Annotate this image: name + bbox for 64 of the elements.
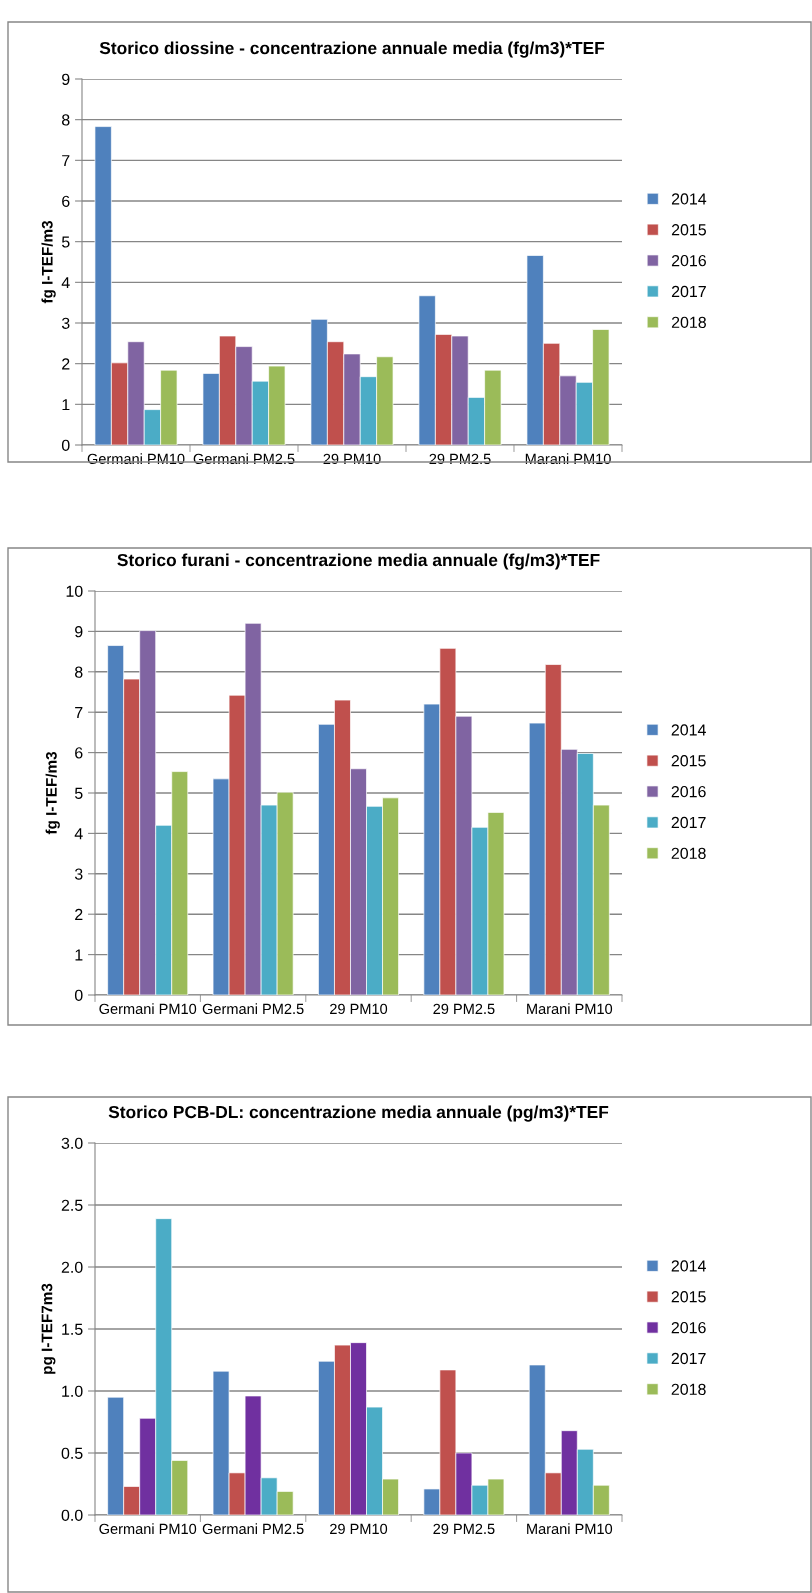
legend-label: 2017: [671, 1352, 706, 1365]
y-tick-label: 0: [61, 439, 70, 451]
x-tick-label: Marani PM10: [527, 1003, 613, 1015]
y-tick-label: 5: [61, 236, 70, 248]
legend-label: 2018: [671, 1383, 706, 1396]
y-tick-label: 9: [62, 73, 70, 85]
y-axis-title: pg I-TEF7m3: [41, 1283, 56, 1374]
y-tick-label: 1: [75, 949, 83, 961]
x-tick-label: Marani PM10: [527, 1523, 613, 1535]
legend-label: 2014: [671, 193, 707, 205]
x-tick-label: 29 PM2.5: [433, 1523, 495, 1535]
x-tick-label: Germani PM10: [87, 453, 185, 465]
legend-label: 2017: [671, 285, 706, 298]
x-tick-label: 29 PM10: [323, 453, 381, 465]
legend-label: 2016: [671, 1321, 706, 1334]
legend-label: 2016: [671, 785, 706, 798]
y-tick-label: 1.5: [62, 1323, 83, 1335]
y-tick-label: 6: [75, 747, 83, 759]
legend-label: 2018: [671, 316, 706, 329]
y-tick-label: 4: [74, 828, 83, 840]
y-tick-label: 1.0: [62, 1385, 83, 1397]
legend-label: 2018: [671, 847, 706, 860]
y-tick-label: 4: [61, 277, 70, 289]
y-tick-label: 0: [74, 989, 83, 1001]
x-tick-label: Germani PM10: [99, 1523, 197, 1535]
y-tick-label: 8: [62, 114, 70, 126]
y-tick-label: 3: [74, 868, 83, 880]
legend-label: 2015: [671, 1291, 706, 1303]
y-axis-title: fg I-TEF/m3: [41, 220, 56, 304]
y-tick-label: 7: [62, 155, 70, 167]
legend-label: 2014: [671, 724, 706, 736]
x-tick-label: Germani PM2.5: [202, 1003, 304, 1015]
y-tick-label: 2.5: [61, 1199, 83, 1211]
y-tick-label: 5: [74, 787, 83, 799]
legend-label: 2017: [671, 816, 706, 829]
x-tick-label: Germani PM2.5: [202, 1523, 304, 1535]
legend-label: 2016: [671, 254, 706, 267]
y-tick-label: 3.0: [61, 1137, 83, 1149]
y-tick-label: 9: [75, 626, 83, 638]
y-tick-label: 10: [66, 585, 83, 597]
y-tick-label: 7: [75, 707, 83, 718]
y-tick-label: 2.0: [61, 1261, 83, 1273]
x-tick-label: 29 PM2.5: [429, 453, 491, 465]
x-tick-label: 29 PM10: [330, 1523, 388, 1535]
y-tick-label: 0.5: [61, 1447, 83, 1459]
y-tick-label: 2: [75, 908, 83, 920]
chart-title: Storico furani - concentrazione media annuale (fg/m3)*TEF: [117, 553, 600, 570]
y-tick-label: 3: [61, 317, 70, 329]
chart-title: Storico diossine - concentrazione annuale media (fg/m3)*TEF: [99, 41, 605, 58]
y-axis-title: fg I-TEF/m3: [45, 751, 60, 835]
x-tick-label: 29 PM2.5: [433, 1003, 495, 1015]
legend-label: 2015: [671, 224, 706, 236]
y-tick-label: 1: [62, 399, 70, 411]
x-tick-label: Germani PM10: [99, 1003, 197, 1015]
legend-label: 2014: [671, 1260, 706, 1272]
y-tick-label: 8: [75, 666, 83, 678]
y-tick-label: 2: [62, 358, 70, 370]
legend-label: 2015: [671, 755, 706, 767]
y-tick-label: 0.0: [61, 1509, 83, 1521]
chart-title: Storico PCB-DL: concentrazione media annuale (pg/m3)*TEF: [108, 1105, 609, 1122]
y-tick-label: 6: [62, 195, 70, 207]
x-tick-label: Germani PM2.5: [193, 453, 295, 465]
x-tick-label: Marani PM10: [525, 453, 611, 465]
x-tick-label: 29 PM10: [330, 1003, 388, 1015]
